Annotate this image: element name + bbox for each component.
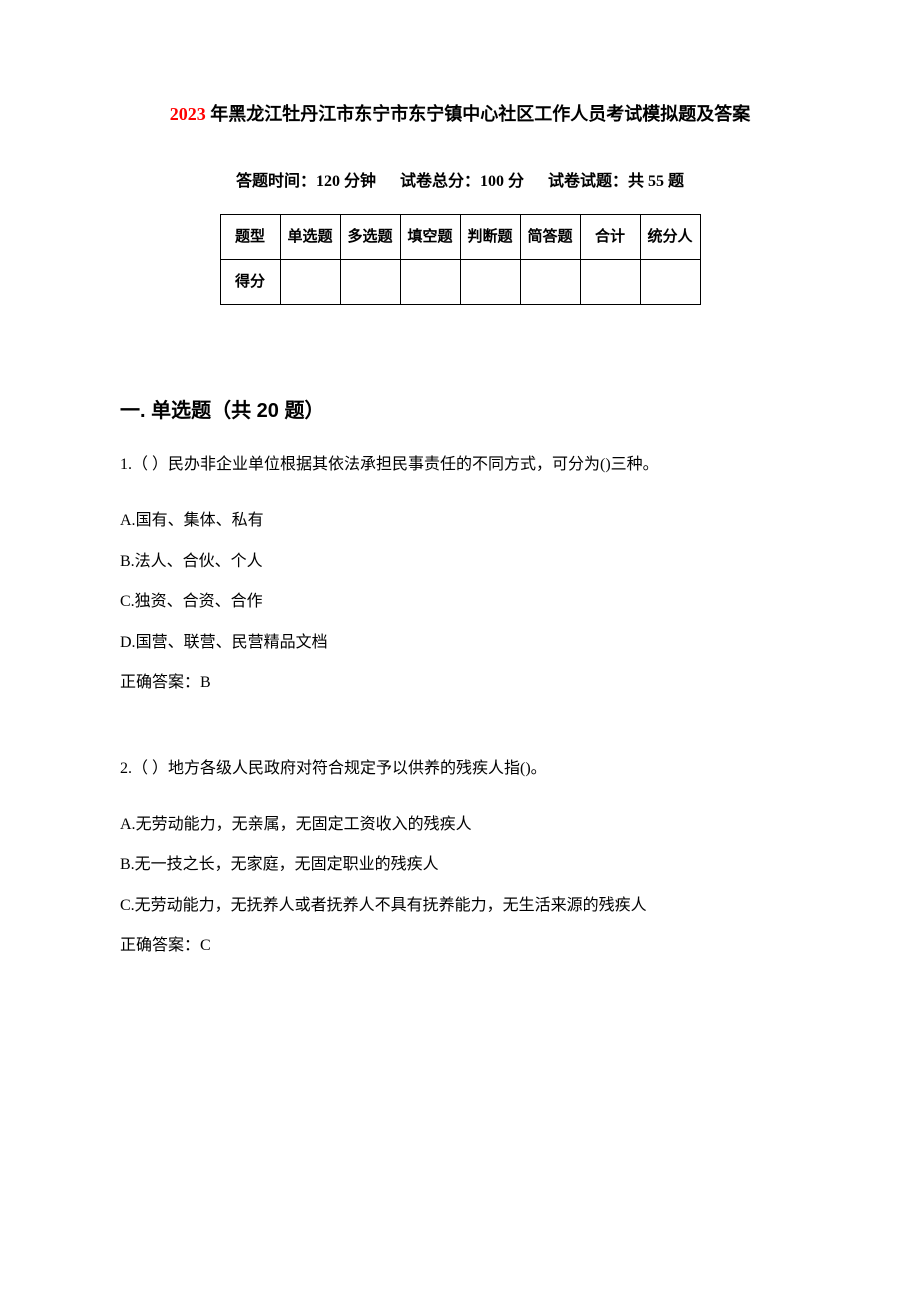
question-body: （ ）地方各级人民政府对符合规定予以供养的残疾人指()。 xyxy=(132,760,547,777)
table-cell xyxy=(460,260,520,305)
answer-value: C xyxy=(200,937,211,954)
option-text: 无一技之长，无家庭，无固定职业的残疾人 xyxy=(135,856,439,873)
question-body: （ ）民办非企业单位根据其依法承担民事责任的不同方式，可分为()三种。 xyxy=(132,456,659,473)
answer-value: B xyxy=(200,674,211,691)
option-text: 国营、联营、民营精品文档 xyxy=(136,634,328,651)
table-header-cell: 题型 xyxy=(220,215,280,260)
option-text: 无劳动能力，无亲属，无固定工资收入的残疾人 xyxy=(136,816,472,833)
question-number: 1. xyxy=(120,456,132,473)
question-text: 1.（ ）民办非企业单位根据其依法承担民事责任的不同方式，可分为()三种。 xyxy=(120,452,800,478)
table-cell xyxy=(520,260,580,305)
document-title: 2023 年黑龙江牡丹江市东宁市东宁镇中心社区工作人员考试模拟题及答案 xyxy=(120,100,800,129)
table-cell xyxy=(580,260,640,305)
table-header-cell: 单选题 xyxy=(280,215,340,260)
option-text: 无劳动能力，无抚养人或者抚养人不具有抚养能力，无生活来源的残疾人 xyxy=(135,897,647,914)
question-number: 2. xyxy=(120,760,132,777)
table-row-label: 得分 xyxy=(220,260,280,305)
option-label: D. xyxy=(120,634,136,651)
table-cell xyxy=(280,260,340,305)
option-label: C. xyxy=(120,897,135,914)
option-label: C. xyxy=(120,593,135,610)
table-header-cell: 简答题 xyxy=(520,215,580,260)
option-label: A. xyxy=(120,816,136,833)
question-1: 1.（ ）民办非企业单位根据其依法承担民事责任的不同方式，可分为()三种。 A.… xyxy=(120,452,800,696)
option-label: B. xyxy=(120,553,135,570)
table-cell xyxy=(640,260,700,305)
section-title: 一. 单选题（共 20 题） xyxy=(120,395,800,427)
option-c: C.无劳动能力，无抚养人或者抚养人不具有抚养能力，无生活来源的残疾人 xyxy=(120,893,800,919)
option-text: 国有、集体、私有 xyxy=(136,512,264,529)
score-table: 题型 单选题 多选题 填空题 判断题 简答题 合计 统分人 得分 xyxy=(220,214,701,305)
question-text: 2.（ ）地方各级人民政府对符合规定予以供养的残疾人指()。 xyxy=(120,756,800,782)
option-text: 独资、合资、合作 xyxy=(135,593,263,610)
table-header-cell: 多选题 xyxy=(340,215,400,260)
option-b: B.法人、合伙、个人 xyxy=(120,549,800,575)
option-label: B. xyxy=(120,856,135,873)
exam-total-score: 试卷总分：100 分 xyxy=(400,173,524,190)
question-2: 2.（ ）地方各级人民政府对符合规定予以供养的残疾人指()。 A.无劳动能力，无… xyxy=(120,756,800,959)
table-cell xyxy=(340,260,400,305)
title-rest: 年黑龙江牡丹江市东宁市东宁镇中心社区工作人员考试模拟题及答案 xyxy=(206,104,751,124)
option-text: 法人、合伙、个人 xyxy=(135,553,263,570)
correct-answer: 正确答案：B xyxy=(120,670,800,696)
exam-question-count: 试卷试题：共 55 题 xyxy=(548,173,684,190)
answer-label: 正确答案： xyxy=(120,674,200,691)
answer-label: 正确答案： xyxy=(120,937,200,954)
exam-meta: 答题时间：120 分钟 试卷总分：100 分 试卷试题：共 55 题 xyxy=(120,169,800,195)
option-b: B.无一技之长，无家庭，无固定职业的残疾人 xyxy=(120,852,800,878)
table-header-cell: 合计 xyxy=(580,215,640,260)
table-cell xyxy=(400,260,460,305)
table-header-cell: 判断题 xyxy=(460,215,520,260)
table-score-row: 得分 xyxy=(220,260,700,305)
table-header-cell: 统分人 xyxy=(640,215,700,260)
option-c: C.独资、合资、合作 xyxy=(120,589,800,615)
option-d: D.国营、联营、民营精品文档 xyxy=(120,630,800,656)
correct-answer: 正确答案：C xyxy=(120,933,800,959)
table-header-cell: 填空题 xyxy=(400,215,460,260)
option-label: A. xyxy=(120,512,136,529)
table-header-row: 题型 单选题 多选题 填空题 判断题 简答题 合计 统分人 xyxy=(220,215,700,260)
option-a: A.无劳动能力，无亲属，无固定工资收入的残疾人 xyxy=(120,812,800,838)
exam-time: 答题时间：120 分钟 xyxy=(236,173,376,190)
title-year: 2023 xyxy=(170,104,206,124)
option-a: A.国有、集体、私有 xyxy=(120,508,800,534)
